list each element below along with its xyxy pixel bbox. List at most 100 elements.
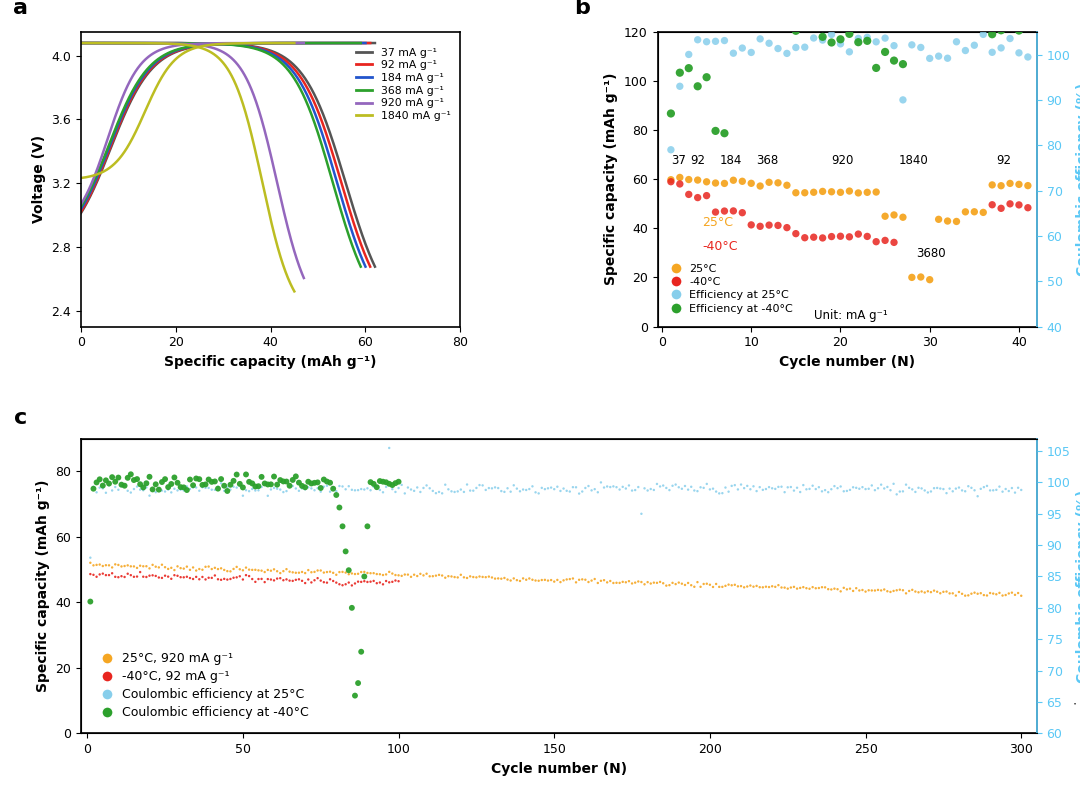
Point xyxy=(810,481,827,493)
Point xyxy=(972,587,989,599)
Point xyxy=(403,571,420,583)
Point xyxy=(711,580,728,593)
Point xyxy=(869,583,887,596)
Point xyxy=(343,567,361,580)
Point xyxy=(165,569,183,582)
Point xyxy=(932,587,949,599)
Point xyxy=(661,484,678,497)
Point xyxy=(725,205,742,218)
Point xyxy=(805,231,822,244)
Point xyxy=(769,42,786,55)
Point xyxy=(997,589,1014,602)
Point xyxy=(733,0,751,10)
Point xyxy=(453,568,470,581)
Point xyxy=(993,24,1010,37)
Point xyxy=(82,556,99,569)
Point xyxy=(829,481,847,494)
Point xyxy=(281,479,298,492)
Point xyxy=(654,577,672,590)
Point xyxy=(997,483,1014,496)
Point xyxy=(302,482,320,495)
Point xyxy=(894,584,912,597)
Point xyxy=(760,218,778,231)
Point xyxy=(947,482,964,495)
Point xyxy=(795,479,812,492)
Point xyxy=(347,484,364,497)
Point xyxy=(539,482,556,495)
Point xyxy=(707,177,725,190)
Point xyxy=(580,480,597,493)
Point xyxy=(586,483,604,496)
Point xyxy=(383,575,401,588)
Point xyxy=(241,485,258,497)
Point xyxy=(461,485,478,497)
Point xyxy=(586,573,604,586)
Point xyxy=(664,576,681,589)
Point xyxy=(733,175,751,187)
Point xyxy=(375,486,392,499)
Point xyxy=(228,468,245,481)
Point xyxy=(203,571,220,584)
Point xyxy=(1000,587,1017,600)
Point xyxy=(680,62,698,75)
Point xyxy=(577,573,594,586)
Point xyxy=(840,230,858,243)
Point xyxy=(294,575,311,587)
Point xyxy=(216,572,233,585)
Point xyxy=(271,473,288,486)
Point xyxy=(611,576,629,589)
Point xyxy=(994,485,1011,498)
Point xyxy=(87,486,105,499)
Point xyxy=(686,484,703,497)
Text: b: b xyxy=(575,0,590,18)
Point xyxy=(564,572,581,585)
Point xyxy=(769,176,786,189)
Point xyxy=(894,57,912,70)
Point xyxy=(754,484,771,497)
Point xyxy=(511,485,528,497)
Point xyxy=(592,575,609,587)
Point xyxy=(570,573,588,586)
Point xyxy=(499,573,516,586)
Point xyxy=(984,46,1001,59)
Point xyxy=(714,580,731,593)
Point xyxy=(877,32,894,45)
Point xyxy=(132,566,149,579)
Point xyxy=(228,560,245,573)
Point xyxy=(343,484,361,497)
Point xyxy=(867,186,885,198)
Point xyxy=(717,579,734,592)
Point xyxy=(157,473,174,485)
Point xyxy=(334,579,351,591)
Point xyxy=(671,66,688,79)
Point xyxy=(408,570,426,583)
Point xyxy=(85,568,103,581)
Point xyxy=(421,570,438,583)
Point xyxy=(960,480,977,493)
Point xyxy=(972,482,989,495)
Point xyxy=(97,486,114,499)
Point xyxy=(266,481,283,494)
Point xyxy=(274,475,292,488)
Point xyxy=(558,485,576,497)
Point xyxy=(760,176,778,189)
Point xyxy=(350,677,367,689)
Point xyxy=(244,483,261,496)
Point xyxy=(153,559,171,571)
Point xyxy=(468,571,485,583)
Point xyxy=(966,39,983,52)
Point xyxy=(269,478,286,491)
Point xyxy=(284,480,301,493)
Point xyxy=(929,481,946,494)
Point xyxy=(901,585,918,598)
Point xyxy=(662,173,679,186)
Point xyxy=(807,582,824,595)
Point xyxy=(990,481,1008,493)
Point xyxy=(474,479,491,492)
Point xyxy=(299,475,316,488)
Point xyxy=(181,473,199,486)
Point xyxy=(835,582,852,595)
Point xyxy=(814,30,832,43)
Point xyxy=(160,563,177,575)
Point xyxy=(107,571,124,583)
